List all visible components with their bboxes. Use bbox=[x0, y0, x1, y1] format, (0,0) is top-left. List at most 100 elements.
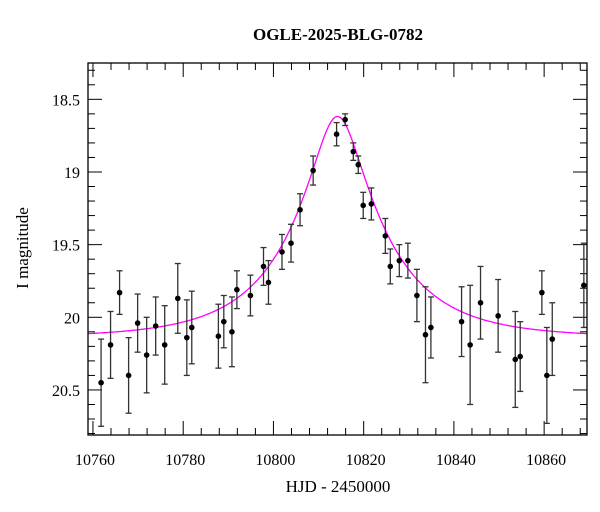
plot-frame bbox=[87, 62, 588, 436]
data-point bbox=[215, 303, 222, 369]
y-tick-label: 18.5 bbox=[52, 92, 80, 109]
point-marker bbox=[414, 292, 420, 299]
data-point bbox=[382, 217, 389, 255]
point-marker bbox=[116, 289, 123, 296]
point-marker bbox=[350, 148, 357, 155]
data-point bbox=[342, 113, 349, 127]
data-point bbox=[355, 155, 362, 175]
point-marker bbox=[387, 263, 394, 270]
data-point bbox=[580, 242, 587, 329]
model-curve bbox=[88, 115, 587, 335]
point-marker bbox=[549, 336, 556, 342]
point-marker bbox=[265, 279, 272, 286]
point-marker bbox=[428, 324, 434, 331]
data-point bbox=[188, 290, 195, 365]
data-point bbox=[512, 310, 519, 409]
data-point bbox=[413, 268, 420, 323]
data-point bbox=[265, 259, 272, 305]
data-point bbox=[220, 294, 227, 349]
data-point bbox=[427, 296, 434, 359]
y-tick-label: 19.5 bbox=[52, 238, 80, 255]
point-marker bbox=[107, 342, 114, 348]
data-point bbox=[233, 270, 240, 310]
data-point bbox=[161, 305, 168, 385]
point-marker bbox=[467, 342, 473, 348]
data-point bbox=[134, 293, 141, 353]
point-marker bbox=[260, 263, 267, 270]
data-point bbox=[477, 265, 484, 340]
point-marker bbox=[234, 286, 240, 293]
x-tick-label: 10840 bbox=[436, 452, 476, 469]
data-point bbox=[543, 326, 550, 425]
point-marker bbox=[458, 318, 465, 325]
point-marker bbox=[174, 295, 181, 302]
tick-labels: 10760 10780 10800 10820 10840 10860 18.5 19 19.5… bbox=[52, 92, 566, 469]
data-point bbox=[368, 187, 375, 221]
data-point bbox=[297, 193, 304, 227]
point-marker bbox=[405, 257, 411, 264]
point-marker bbox=[396, 257, 403, 264]
y-axis-label: I magnitude bbox=[13, 207, 32, 289]
data-point bbox=[228, 296, 235, 368]
data-point bbox=[333, 121, 340, 147]
data-point bbox=[279, 233, 286, 270]
data-point bbox=[422, 286, 429, 384]
data-point bbox=[174, 262, 181, 334]
point-marker bbox=[134, 320, 141, 326]
data-point bbox=[116, 270, 123, 316]
point-marker bbox=[382, 233, 389, 239]
point-marker bbox=[539, 289, 545, 296]
point-marker bbox=[221, 318, 227, 325]
data-point bbox=[360, 191, 367, 220]
data-point bbox=[288, 223, 295, 263]
point-marker bbox=[310, 167, 316, 174]
point-marker bbox=[161, 342, 168, 348]
point-marker bbox=[297, 206, 303, 213]
data-point bbox=[549, 302, 556, 377]
x-tick-label: 10780 bbox=[165, 452, 205, 469]
point-marker bbox=[143, 352, 150, 358]
x-tick-label: 10760 bbox=[75, 452, 115, 469]
point-marker bbox=[355, 161, 362, 168]
point-marker bbox=[512, 356, 519, 363]
point-marker bbox=[188, 324, 195, 331]
point-marker bbox=[360, 202, 367, 209]
point-marker bbox=[544, 372, 550, 379]
data-point bbox=[310, 155, 317, 186]
data-point bbox=[404, 242, 411, 279]
point-marker bbox=[368, 201, 375, 207]
point-marker bbox=[279, 249, 285, 255]
chart-title: OGLE-2025-BLG-0782 bbox=[253, 25, 423, 44]
data-point bbox=[495, 278, 502, 353]
data-point bbox=[387, 248, 394, 285]
data-points bbox=[98, 113, 587, 427]
point-marker bbox=[184, 334, 190, 341]
data-point bbox=[98, 338, 105, 427]
data-point bbox=[152, 296, 159, 356]
point-marker bbox=[247, 292, 254, 299]
y-tick-label: 19 bbox=[64, 165, 80, 182]
point-marker bbox=[215, 333, 222, 339]
x-axis-label: HJD - 2450000 bbox=[286, 477, 391, 496]
data-point bbox=[517, 321, 524, 393]
x-tick-label: 10860 bbox=[526, 452, 566, 469]
point-marker bbox=[152, 323, 159, 329]
data-point bbox=[538, 270, 545, 316]
data-point bbox=[458, 286, 465, 358]
point-marker bbox=[342, 116, 348, 123]
point-marker bbox=[125, 372, 132, 379]
point-marker bbox=[98, 379, 104, 386]
point-marker bbox=[495, 313, 501, 319]
point-marker bbox=[333, 131, 340, 138]
point-marker bbox=[229, 329, 235, 335]
point-marker bbox=[288, 240, 294, 246]
point-marker bbox=[422, 331, 429, 338]
point-marker bbox=[477, 299, 484, 306]
data-point bbox=[247, 274, 254, 317]
data-point bbox=[183, 299, 190, 377]
data-point bbox=[125, 336, 132, 414]
x-tick-label: 10800 bbox=[255, 452, 295, 469]
point-marker bbox=[517, 353, 524, 360]
point-marker bbox=[581, 282, 587, 289]
